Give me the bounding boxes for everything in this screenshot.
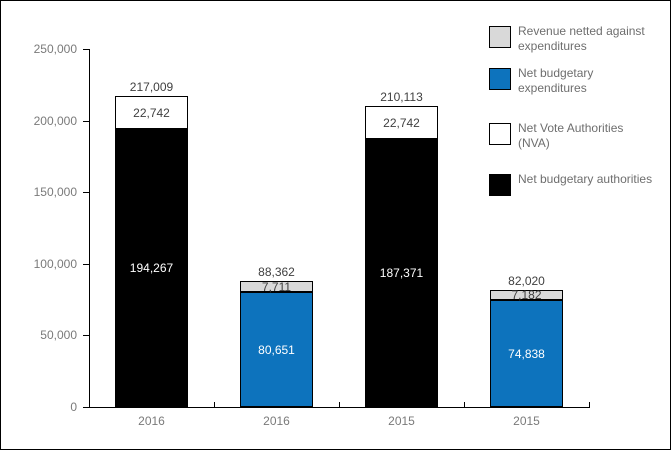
bar-segment-label: 7,182 — [511, 288, 542, 302]
bar-total-label: 82,020 — [508, 274, 545, 288]
x-axis-category-label: 2016 — [138, 414, 165, 428]
y-axis-tick-label: 250,000 — [33, 42, 77, 56]
legend-label: Net budgetary authorities — [518, 172, 653, 186]
legend-swatch — [489, 26, 511, 48]
legend-swatch — [489, 174, 511, 196]
y-axis-line — [89, 49, 90, 408]
legend-label: Net budgetary expenditures — [518, 66, 594, 95]
bar-segment-label: 194,267 — [129, 261, 174, 275]
legend-label: Revenue netted against expenditures — [518, 24, 645, 53]
x-axis-category-label: 2016 — [263, 414, 290, 428]
y-tick-mark — [83, 264, 89, 265]
bar-segment-label: 80,651 — [258, 342, 295, 357]
y-tick-mark — [83, 49, 89, 50]
bar-segment: 187,371 — [365, 139, 438, 407]
y-tick-mark — [83, 121, 89, 122]
bar-segment: 7,711 — [240, 279, 313, 294]
x-tick-mark — [589, 402, 590, 407]
y-tick-mark — [83, 407, 89, 408]
bar-segment: 22,742 — [115, 96, 188, 129]
legend-swatch — [489, 68, 511, 90]
bar-segment: 194,267 — [115, 129, 188, 407]
y-axis-tick-label: 200,000 — [33, 114, 77, 128]
y-axis-tick-label: 150,000 — [33, 185, 77, 199]
bar-segment: 7,182 — [490, 288, 563, 302]
x-tick-mark — [214, 402, 215, 407]
bar-total-label: 88,362 — [258, 265, 295, 279]
legend-swatch — [489, 123, 511, 145]
bar-segment: 22,742 — [365, 106, 438, 139]
x-axis-line — [89, 407, 590, 408]
bar-segment-label: 187,371 — [379, 266, 424, 280]
bar-segment-label: 22,742 — [383, 115, 420, 130]
bar-segment-label: 7,711 — [261, 279, 292, 294]
y-axis-tick-label: 100,000 — [33, 257, 77, 271]
y-axis-tick-label: 0 — [70, 400, 77, 414]
x-tick-mark — [464, 402, 465, 407]
x-axis-category-label: 2015 — [388, 414, 415, 428]
y-tick-mark — [83, 192, 89, 193]
bar-segment-label: 22,742 — [133, 105, 170, 120]
legend-label: Net Vote Authorities (NVA) — [518, 121, 624, 150]
x-axis-category-label: 2015 — [513, 414, 540, 428]
bar-segment: 74,838 — [490, 300, 563, 407]
bar-segment-label: 74,838 — [508, 346, 545, 361]
bar-total-label: 217,009 — [129, 80, 174, 94]
x-tick-mark — [339, 402, 340, 407]
bar-total-label: 210,113 — [380, 90, 423, 104]
y-axis-tick-label: 50,000 — [40, 328, 77, 342]
bar-segment: 80,651 — [240, 292, 313, 407]
y-tick-mark — [83, 335, 89, 336]
